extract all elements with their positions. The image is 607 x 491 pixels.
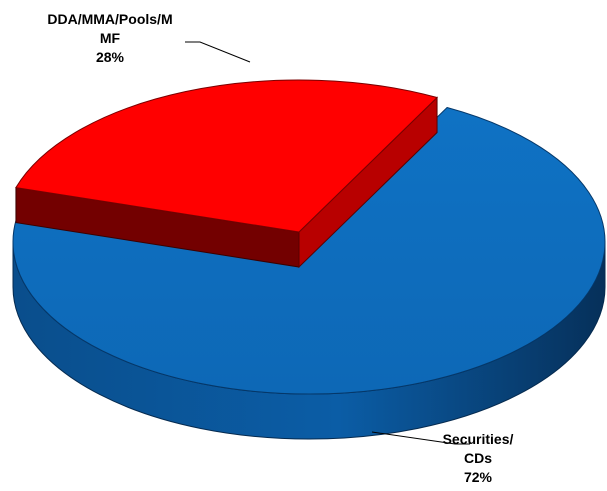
slice-label: Securities/ [443, 431, 514, 447]
pie-labels: DDA/MMA/Pools/M MF 28% Securities/CDs 72% [47, 11, 513, 485]
slice-label: CDs [464, 450, 492, 466]
slice-label: MF [100, 30, 121, 46]
slice-label: 28% [96, 49, 125, 65]
slice-label: 72% [464, 469, 493, 485]
leader-line [371, 431, 470, 445]
leader-line [185, 41, 251, 63]
pie-slices [12, 79, 606, 440]
slice-dda-mma-pools-mmf [15, 79, 439, 233]
slice-label: DDA/MMA/Pools/M [47, 11, 172, 27]
